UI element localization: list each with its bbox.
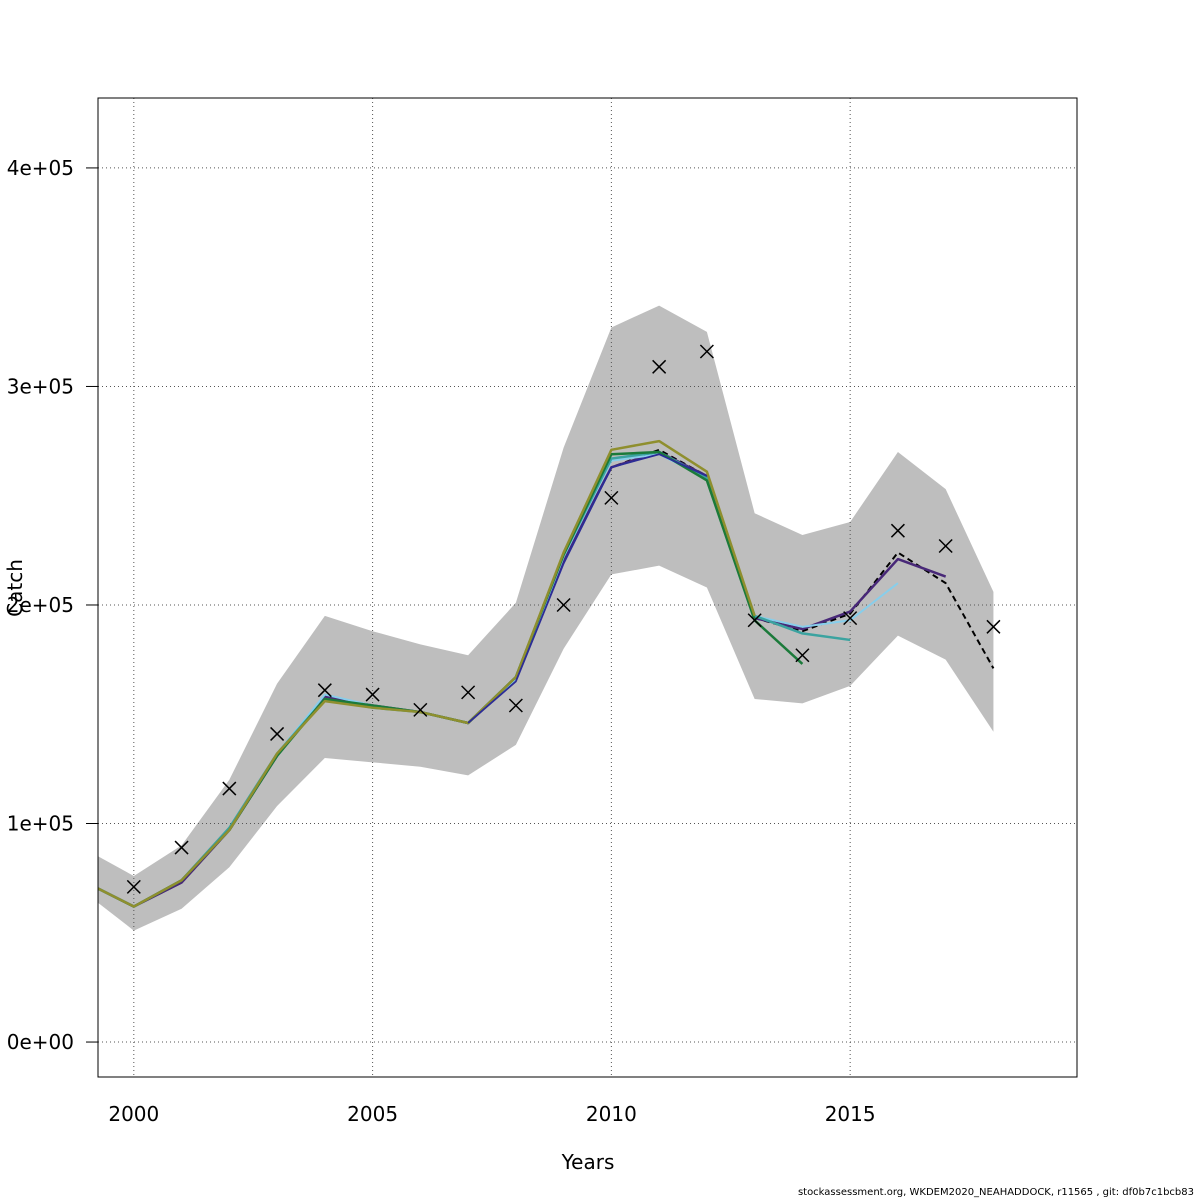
y-tick-label: 0e+00	[7, 1030, 74, 1054]
confidence-band-layer	[98, 305, 994, 931]
observation-point	[413, 702, 428, 717]
observation-point	[556, 597, 571, 613]
observation-point	[508, 698, 523, 713]
observation-point	[604, 490, 619, 505]
observation-point	[222, 781, 237, 796]
x-tick-label: 2010	[586, 1102, 637, 1126]
observation-stroke	[747, 613, 762, 628]
observation-stroke	[556, 597, 571, 613]
observation-point	[938, 538, 953, 554]
observation-point	[843, 611, 858, 626]
observation-stroke	[413, 702, 428, 717]
observation-stroke	[986, 619, 1001, 634]
x-axis-title: Years	[561, 1150, 615, 1174]
observation-point	[699, 344, 714, 359]
observation-point	[795, 648, 810, 663]
observation-stroke	[843, 611, 858, 626]
x-axis: 2000 2005 2010 2015	[108, 1102, 875, 1126]
observation-point	[270, 726, 285, 741]
x-tick-label: 2015	[825, 1102, 876, 1126]
observation-point	[890, 523, 905, 538]
y-tick-label: 1e+05	[7, 812, 74, 836]
observation-point	[461, 685, 476, 700]
observation-stroke	[604, 490, 619, 505]
observation-stroke	[938, 538, 953, 554]
series-line-6	[98, 439, 756, 908]
observation-point	[365, 687, 380, 702]
observation-point	[174, 840, 189, 855]
observation-point	[986, 619, 1001, 634]
observation-point	[317, 683, 332, 698]
observation-stroke	[174, 840, 189, 855]
observation-stroke	[270, 726, 285, 741]
observation-point	[747, 613, 762, 628]
y-axis-title: Catch	[3, 559, 27, 617]
observation-stroke	[365, 687, 380, 702]
footer-credit: stockassessment.org, WKDEM2020_NEAHADDOC…	[797, 1187, 1194, 1198]
observation-stroke	[461, 685, 476, 700]
series-layer	[98, 439, 995, 908]
plot-frame	[97, 97, 1078, 1078]
observation-stroke	[699, 344, 714, 359]
y-axis: 0e+00 1e+05 2e+05 3e+05 4e+05	[7, 156, 98, 1054]
confidence-band	[98, 305, 994, 931]
observation-stroke	[795, 648, 810, 663]
observation-point	[652, 359, 667, 374]
observation-stroke	[508, 698, 523, 713]
observation-stroke	[126, 879, 141, 894]
y-tick-label: 3e+05	[7, 374, 74, 398]
series-line-7	[467, 453, 708, 724]
observation-stroke	[652, 359, 667, 374]
observation-point	[126, 879, 141, 894]
observation-stroke	[890, 523, 905, 538]
x-tick-label: 2000	[108, 1102, 159, 1126]
observation-stroke	[317, 683, 332, 698]
y-tick-label: 4e+05	[7, 156, 74, 180]
y-tick-label: 2e+05	[7, 593, 74, 617]
observation-layer	[126, 344, 1001, 894]
x-tick-label: 2005	[347, 1102, 398, 1126]
observation-stroke	[222, 781, 237, 796]
